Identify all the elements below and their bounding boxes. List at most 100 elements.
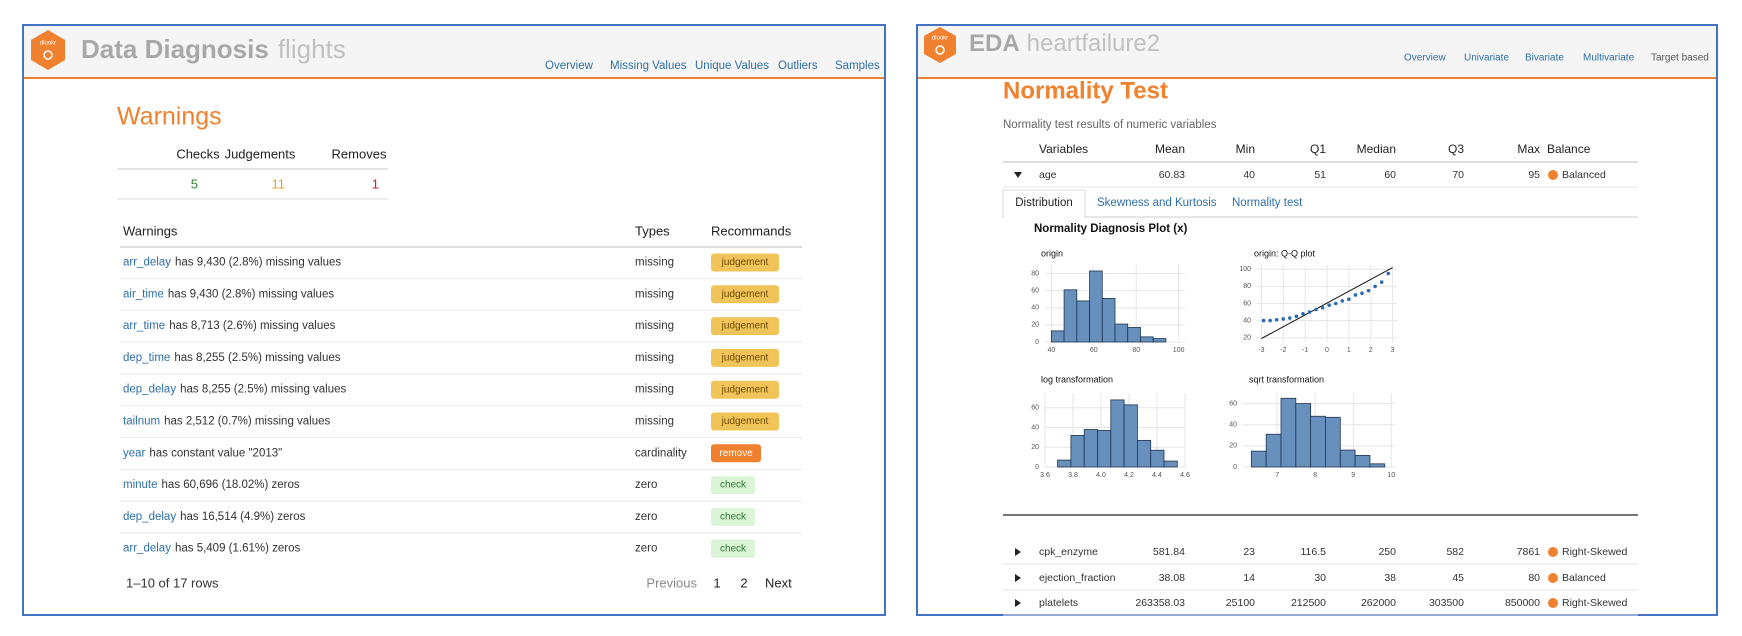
nav-link[interactable]: Target based	[1651, 53, 1709, 64]
pagination-next[interactable]: Next	[765, 575, 792, 590]
expand-icon[interactable]	[1015, 548, 1021, 556]
warning-desc: has 8,255 (2.5%) missing values	[180, 384, 346, 396]
type-text: cardinality	[635, 447, 687, 459]
variable-link[interactable]: air_time	[123, 288, 164, 300]
y-tick-label: 60	[1031, 405, 1039, 412]
qq-point	[1386, 271, 1391, 276]
nav-link[interactable]: Bivariate	[1525, 53, 1564, 64]
x-tick-label: 4.0	[1096, 472, 1106, 479]
stat-value: 40	[1243, 169, 1255, 181]
variable-link[interactable]: arr_delay	[123, 257, 171, 269]
y-tick-label: 20	[1031, 444, 1039, 451]
description: Normality test results of numeric variab…	[1003, 119, 1217, 131]
pagination-info: 1–10 of 17 rows	[126, 575, 219, 590]
y-tick-label: 40	[1031, 424, 1039, 431]
nav-link[interactable]: Unique Values	[695, 60, 769, 72]
nav-link[interactable]: Overview	[1404, 53, 1446, 64]
type-text: zero	[635, 511, 657, 523]
summary-value: 11	[272, 176, 286, 191]
variable-link[interactable]: arr_delay	[123, 543, 171, 555]
tab[interactable]: Skewness and Kurtosis	[1097, 197, 1217, 209]
histogram-bar	[1101, 297, 1116, 343]
histogram-bar	[1150, 449, 1165, 468]
badge	[711, 539, 755, 558]
nav-link[interactable]: Samples	[835, 60, 880, 72]
variable-link[interactable]: dep_time	[123, 352, 170, 364]
warning-desc: has 5,409 (1.61%) zeros	[175, 543, 301, 555]
nav-link[interactable]: Outliers	[778, 60, 818, 72]
table-header: Warnings	[123, 223, 178, 238]
pagination-page[interactable]: 1	[713, 575, 720, 590]
variable-link[interactable]: dep_delay	[123, 511, 176, 523]
title-main: Data Diagnosis	[81, 34, 269, 64]
qq-point	[1268, 318, 1272, 323]
stat-value: 250	[1378, 546, 1396, 558]
stat-value: 51	[1314, 169, 1326, 181]
warning-desc: has 9,430 (2.8%) missing values	[168, 288, 334, 300]
balance-icon	[1548, 598, 1558, 608]
x-tick-label: 7	[1275, 472, 1279, 479]
variable-link[interactable]: minute	[123, 479, 158, 491]
warning-desc: has 8,255 (2.5%) missing values	[174, 352, 340, 364]
stat-value: 303500	[1429, 597, 1464, 609]
x-tick-label: -2	[1280, 347, 1286, 354]
variable-link[interactable]: year	[123, 447, 146, 459]
pagination-page[interactable]: 2	[740, 575, 747, 590]
nav-link[interactable]: Multivariate	[1583, 53, 1635, 64]
x-tick-label: 1	[1347, 347, 1351, 354]
stat-value: 38	[1384, 572, 1396, 584]
tab[interactable]: Distribution	[1015, 197, 1073, 209]
y-tick-label: 80	[1031, 270, 1039, 277]
collapse-icon[interactable]	[1014, 172, 1022, 178]
balance-icon	[1548, 573, 1558, 583]
tab[interactable]: Normality test	[1232, 197, 1303, 209]
type-text: zero	[635, 543, 657, 555]
badge	[711, 285, 779, 304]
qq-point	[1307, 310, 1312, 314]
stat-value: 212500	[1291, 597, 1326, 609]
badge	[711, 476, 755, 495]
badge-text: judgement	[721, 289, 769, 300]
warning-desc: has 60,696 (18.02%) zeros	[162, 479, 300, 491]
balance-text: Right-Skewed	[1562, 546, 1628, 558]
x-tick-label: -3	[1258, 347, 1264, 354]
title-sub: heartfailure2	[1027, 30, 1160, 57]
stat-value: 25100	[1226, 597, 1255, 609]
histogram-bar	[1050, 330, 1065, 343]
qq-point	[1288, 316, 1292, 320]
summary-header: Removes	[332, 146, 387, 161]
variable-link[interactable]: dep_delay	[123, 384, 176, 396]
expand-icon[interactable]	[1015, 574, 1021, 582]
variable-link[interactable]: arr_time	[123, 320, 165, 332]
qq-point	[1373, 284, 1377, 289]
variable-link[interactable]: tailnum	[123, 416, 160, 428]
left-logo	[31, 30, 65, 70]
x-tick-label: 2	[1369, 347, 1373, 354]
expand-icon[interactable]	[1015, 599, 1021, 607]
balance-icon	[1548, 170, 1558, 180]
badge-text: judgement	[721, 353, 769, 364]
badge-text: judgement	[721, 416, 769, 427]
stat-value: 30	[1314, 572, 1326, 584]
badge-text: remove	[719, 448, 753, 459]
pagination-prev[interactable]: Previous	[646, 575, 697, 590]
summary-value: 1	[372, 176, 379, 191]
badge-text: judgement	[721, 384, 769, 395]
qq-point	[1353, 293, 1358, 297]
table-header: Q1	[1310, 142, 1326, 156]
type-text: missing	[635, 352, 674, 364]
histogram-bar	[1063, 289, 1078, 343]
x-tick-label: 60	[1090, 347, 1098, 354]
table-header: Median	[1357, 142, 1396, 156]
logo-text: dlookr	[40, 41, 56, 47]
y-tick-label: 20	[1031, 322, 1039, 329]
type-text: missing	[635, 384, 674, 396]
warning-desc: has 16,514 (4.9%) zeros	[180, 511, 306, 523]
nav-link[interactable]: Univariate	[1464, 53, 1509, 64]
nav-link[interactable]: Missing Values	[610, 60, 687, 72]
header-title: Data Diagnosis flights	[81, 34, 346, 64]
badge	[711, 348, 779, 367]
warning-text: minute has 60,696 (18.02%) zeros	[123, 479, 300, 491]
nav-link[interactable]: Overview	[545, 60, 594, 72]
